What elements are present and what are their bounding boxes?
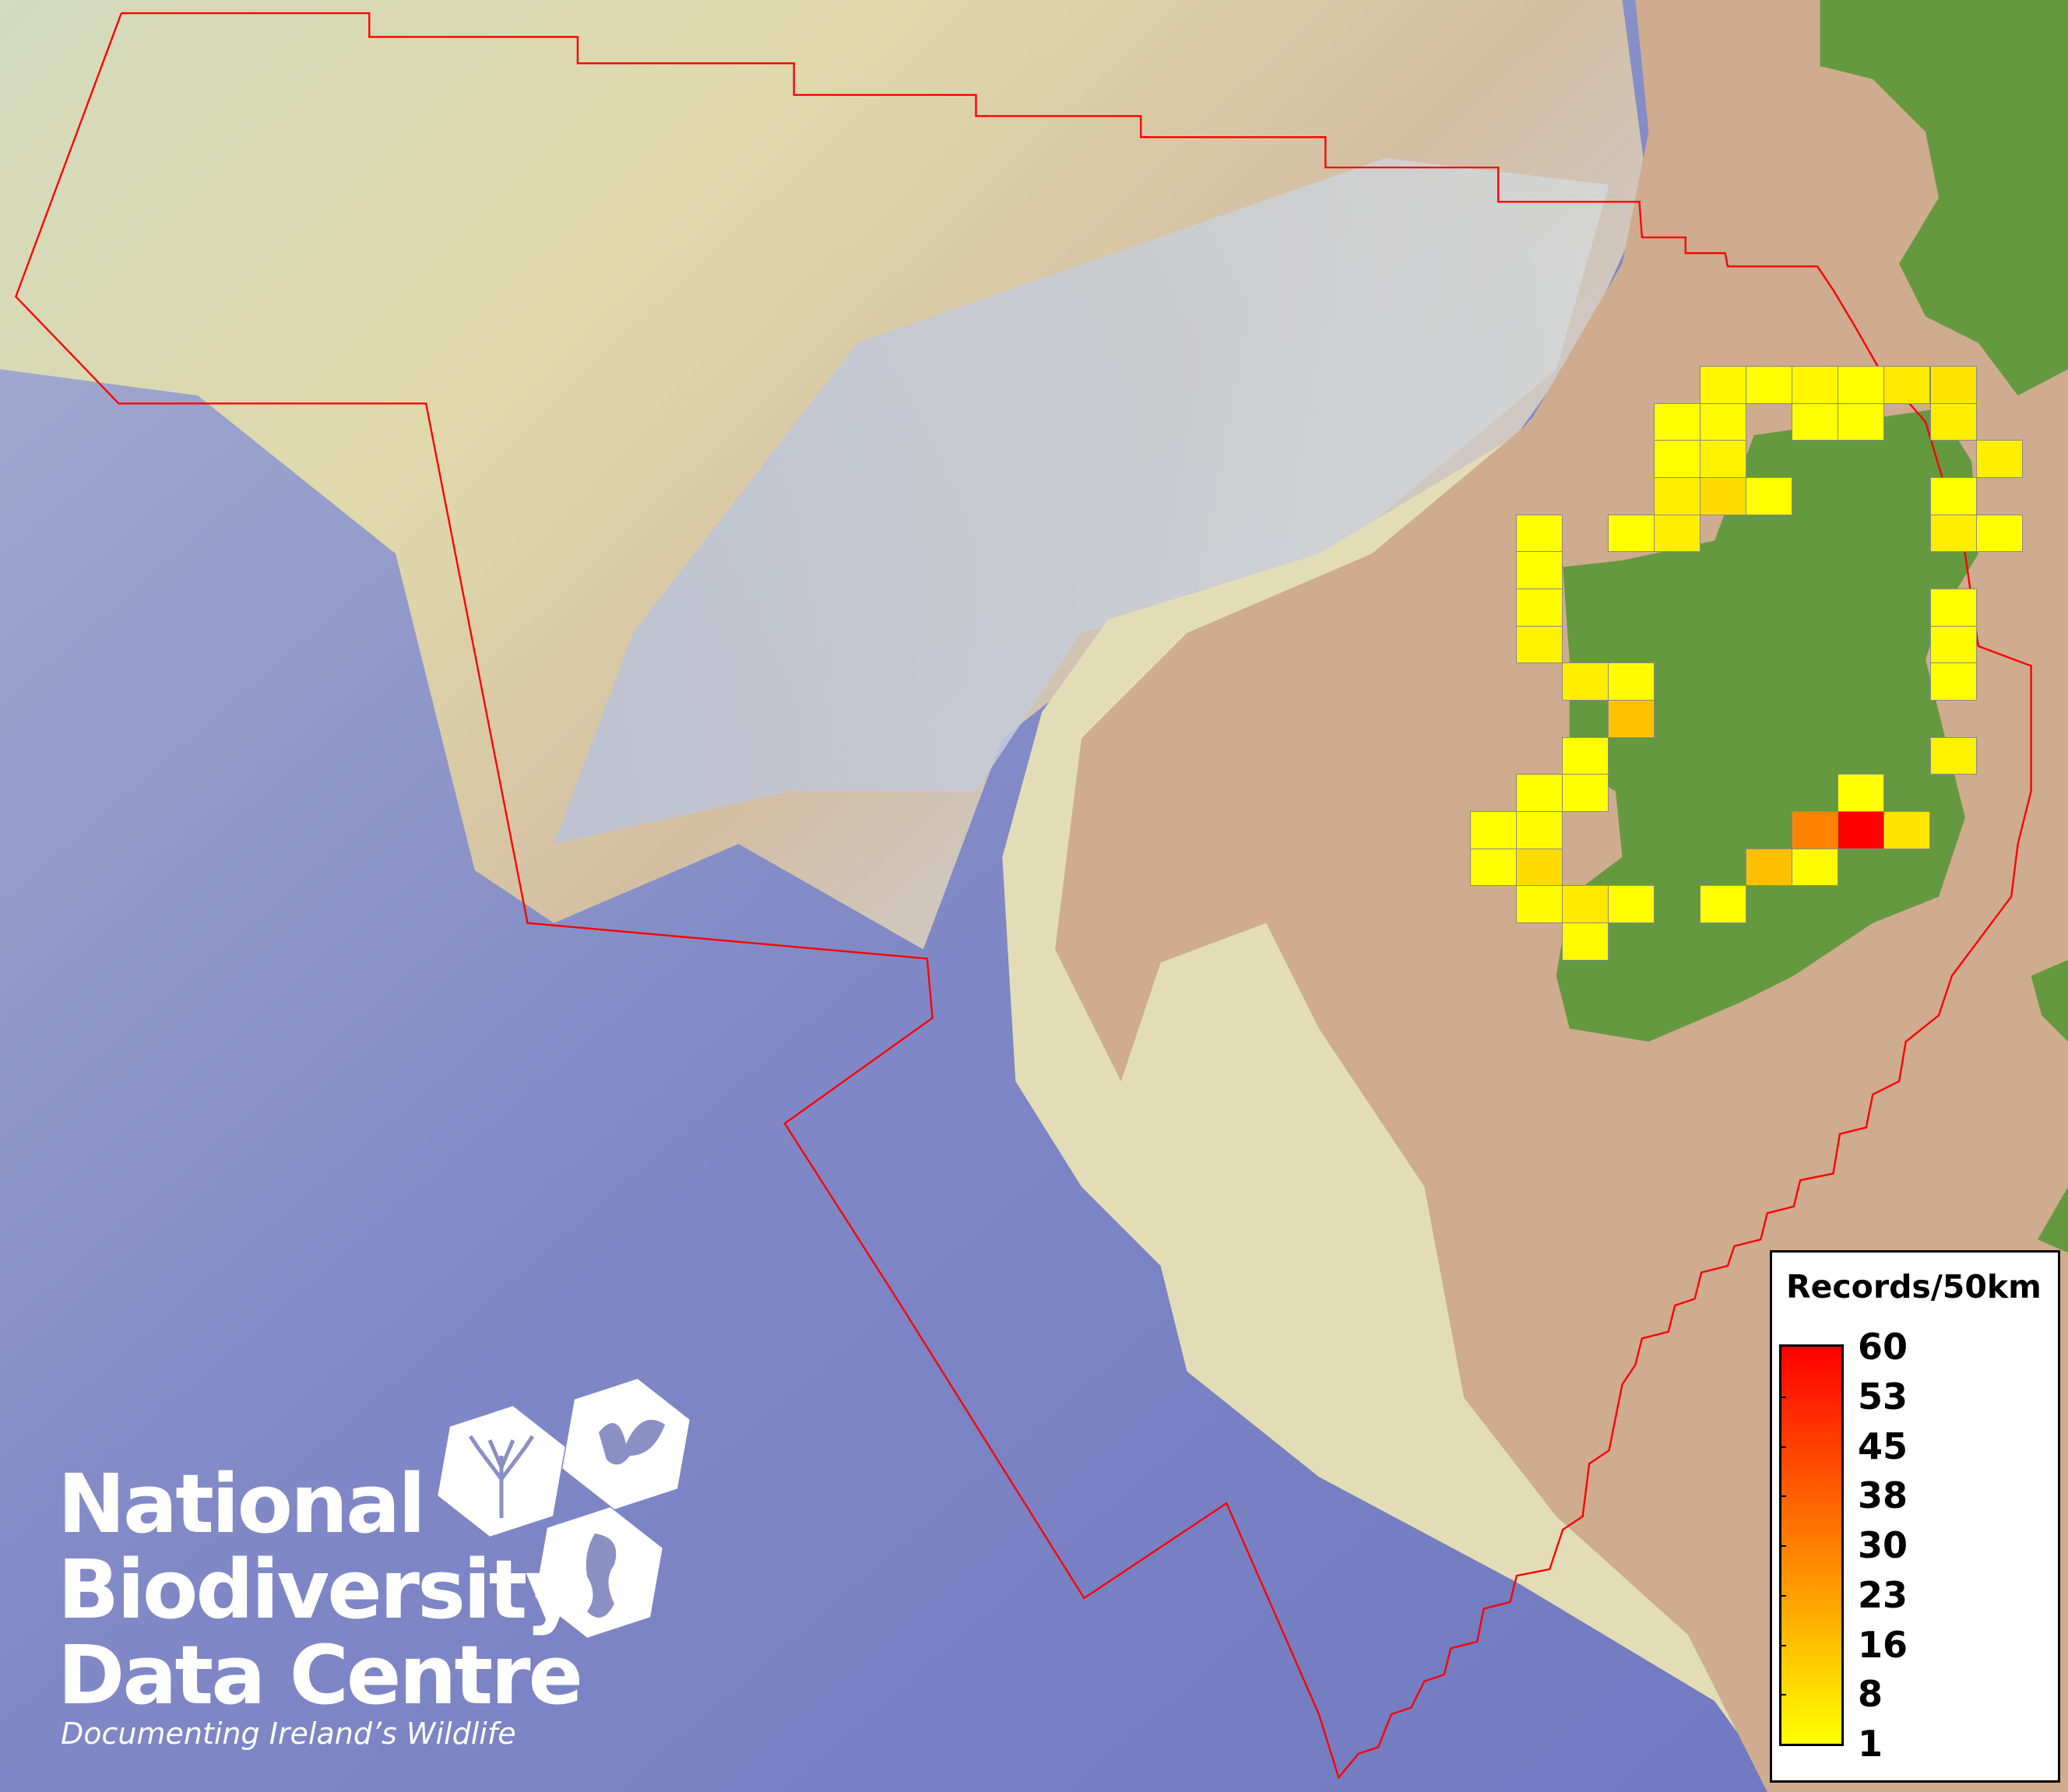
- grid-cell: [1883, 366, 1931, 404]
- grid-cell: [1654, 514, 1701, 553]
- legend-tick-label: 30: [1858, 1524, 1908, 1566]
- grid-cell: [1838, 810, 1885, 849]
- grid-cell: [1608, 885, 1655, 923]
- eez-boundary-line: [14, 12, 2032, 1780]
- grid-cell: [1608, 699, 1655, 738]
- grid-cell: [1975, 440, 2023, 478]
- grid-cell: [1516, 885, 1563, 923]
- land-cornwall: [2038, 1186, 2068, 1253]
- grid-cell: [1883, 810, 1931, 849]
- grid-cell: [1562, 885, 1609, 923]
- grid-cell: [1929, 588, 1977, 627]
- legend-tick-mark: [1781, 1594, 1786, 1597]
- grid-cell: [1792, 810, 1839, 849]
- grid-cell: [1838, 402, 1885, 441]
- grid-cell: [1562, 922, 1609, 961]
- grid-cell: [1700, 885, 1747, 923]
- logo-hexagons: [438, 1379, 690, 1638]
- grid-cell: [1792, 366, 1839, 404]
- grid-cell: [1929, 514, 1977, 553]
- grid-cell: [1516, 810, 1563, 849]
- logo-tagline: Documenting Ireland’s Wildlife: [61, 1716, 516, 1751]
- legend-tick-mark: [1781, 1545, 1786, 1547]
- shelf-channel: [554, 158, 1609, 845]
- legend-tick-label: 53: [1858, 1375, 1908, 1418]
- grid-cell: [1470, 848, 1518, 887]
- land-wales: [2031, 960, 2068, 1042]
- logo-text-biodiversity: Biodiversity: [58, 1542, 578, 1637]
- legend-tick-label: 45: [1858, 1425, 1908, 1467]
- legend-title: Records/50km: [1786, 1268, 2042, 1305]
- logo-text-national: National: [58, 1456, 426, 1551]
- nbdc-logo: National Biodiversity Data Centre Docume…: [58, 1370, 727, 1775]
- legend: Records/50km 60 53 45 38 30 23 16 8 1: [1770, 1250, 2060, 1783]
- grid-cell: [1929, 662, 1977, 701]
- grid-cell: [1470, 810, 1518, 849]
- grid-cell: [1654, 402, 1701, 441]
- seahorse-hexagon-icon: [535, 1507, 663, 1638]
- grid-cell: [1700, 366, 1747, 404]
- grid-cell: [1929, 402, 1977, 441]
- grid-cell: [1700, 402, 1747, 441]
- grid-cell: [1792, 402, 1839, 441]
- grid-cell: [1929, 476, 1977, 515]
- grid-cell: [1516, 588, 1563, 627]
- legend-color-ramp: [1779, 1344, 1844, 1746]
- grid-cell: [1975, 514, 2023, 553]
- grid-cell: [1746, 476, 1793, 515]
- grid-cell: [1562, 662, 1609, 701]
- grid-cell: [1516, 774, 1563, 812]
- legend-tick-label: 1: [1858, 1723, 1883, 1765]
- legend-tick-label: 38: [1858, 1474, 1908, 1517]
- grid-cell: [1516, 551, 1563, 589]
- grid-cell: [1654, 476, 1701, 515]
- legend-tick-label: 60: [1858, 1326, 1908, 1368]
- legend-tick-label: 23: [1858, 1573, 1908, 1616]
- land-scotland: [1820, 0, 2068, 396]
- grid-cell: [1700, 440, 1747, 478]
- grid-cell: [1562, 774, 1609, 812]
- legend-tick-mark: [1781, 1644, 1786, 1646]
- legend-tick-mark: [1781, 1495, 1786, 1498]
- legend-tick-label: 16: [1858, 1623, 1908, 1666]
- legend-tick-label: 8: [1858, 1673, 1883, 1716]
- grid-cell: [1792, 848, 1839, 887]
- grid-cell: [1700, 476, 1747, 515]
- grid-cell: [1608, 662, 1655, 701]
- grid-cell: [1838, 774, 1885, 812]
- grid-cell: [1516, 848, 1563, 887]
- grid-cell: [1746, 848, 1793, 887]
- grid-cell: [1562, 736, 1609, 775]
- tree-hexagon-icon: [438, 1406, 565, 1537]
- logo-text-data-centre: Data Centre: [58, 1628, 583, 1723]
- grid-cell: [1838, 366, 1885, 404]
- grid-cell: [1516, 514, 1563, 553]
- legend-tick-mark: [1781, 1396, 1786, 1398]
- legend-tick-mark: [1781, 1694, 1786, 1696]
- grid-cell: [1608, 514, 1655, 553]
- grid-cell: [1929, 625, 1977, 664]
- grid-cell: [1929, 736, 1977, 775]
- land-ireland: [1556, 409, 1978, 1042]
- legend-tick-mark: [1781, 1446, 1786, 1448]
- grid-cell: [1929, 366, 1977, 404]
- butterfly-hexagon-icon: [562, 1379, 690, 1509]
- grid-cell: [1746, 366, 1793, 404]
- grid-cell: [1654, 440, 1701, 478]
- grid-cell: [1516, 625, 1563, 664]
